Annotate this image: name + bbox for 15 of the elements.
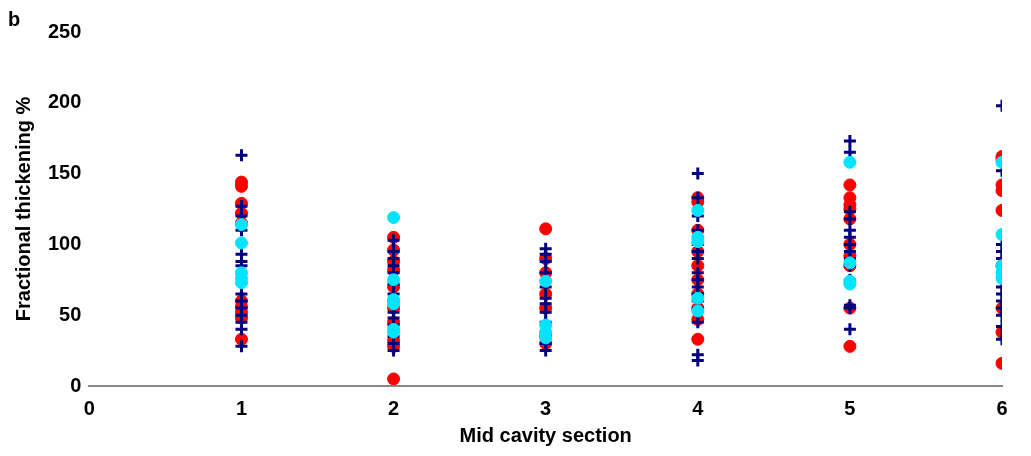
y-tick-label: 50 (59, 302, 82, 325)
x-tick-label: 2 (388, 396, 400, 419)
y-tick-label: 100 (47, 231, 82, 254)
chart-title: b (8, 7, 21, 30)
y-tick-label: 150 (47, 161, 82, 184)
x-tick-label: 4 (692, 396, 705, 419)
x-tick-label: 6 (996, 396, 1008, 419)
x-tick-label: 5 (844, 396, 856, 419)
y-tick-label: 200 (47, 90, 82, 113)
x-tick-label: 1 (235, 396, 248, 419)
y-tick-label: 250 (47, 19, 82, 42)
x-tick-label: 3 (540, 396, 552, 419)
y-axis-title: Fractional thickening % (11, 96, 34, 322)
y-tick-label: 0 (70, 373, 82, 396)
x-axis-title: Mid cavity section (459, 423, 632, 446)
